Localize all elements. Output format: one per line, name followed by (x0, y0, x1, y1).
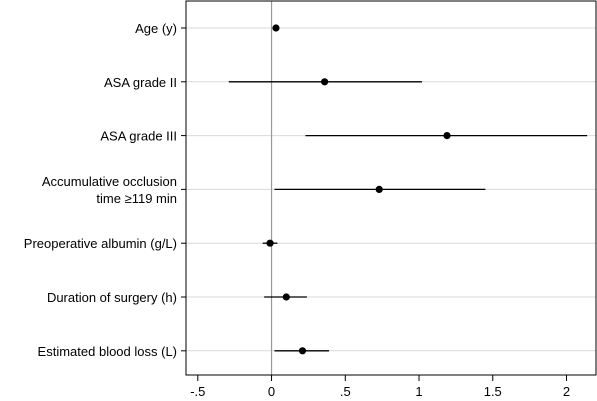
plot-frame (185, 0, 597, 376)
x-tick-label: 2 (563, 384, 570, 399)
point-estimate (282, 293, 290, 301)
category-label-line: Estimated blood loss (L) (38, 344, 177, 359)
plot-border (185, 0, 597, 376)
point-estimate (375, 185, 383, 193)
category-label: Accumulative occlusion time ≥119 min (42, 174, 177, 206)
category-label-line: time ≥119 min (96, 191, 177, 206)
x-tick-label: .5 (340, 384, 351, 399)
category-label: Age (y) (135, 21, 177, 36)
point-estimate (298, 347, 307, 355)
category-label: Estimated blood loss (L) (38, 344, 177, 359)
category-label-line: Preoperative albumin (g/L) (24, 236, 177, 251)
x-tick-label: 1.5 (484, 384, 502, 399)
category-label: ASA grade II (104, 75, 177, 90)
x-tick-label: 0 (268, 384, 275, 399)
x-axis-ticks: -.5 0 .5 1 1.5 2 (181, 27, 570, 399)
category-label-line: Duration of surgery (h) (47, 290, 177, 305)
confidence-intervals (228, 81, 588, 352)
point-estimates (266, 24, 451, 355)
point-estimate (321, 78, 329, 86)
category-label-line: Accumulative occlusion (42, 174, 177, 189)
category-label-line: ASA grade II (104, 75, 177, 90)
category-labels: Age (y) ASA grade II ASA grade III Accumula… (24, 21, 177, 359)
category-label: Duration of surgery (h) (47, 290, 177, 305)
point-estimate (266, 239, 274, 247)
category-label: Preoperative albumin (g/L) (24, 236, 177, 251)
x-tick-label: -.5 (190, 384, 205, 399)
point-estimate (443, 132, 451, 140)
point-estimate (272, 24, 280, 32)
category-label-line: Age (y) (135, 21, 177, 36)
category-label-line: ASA grade III (100, 129, 177, 144)
category-label: ASA grade III (100, 129, 177, 144)
x-tick-label: 1 (415, 384, 422, 399)
